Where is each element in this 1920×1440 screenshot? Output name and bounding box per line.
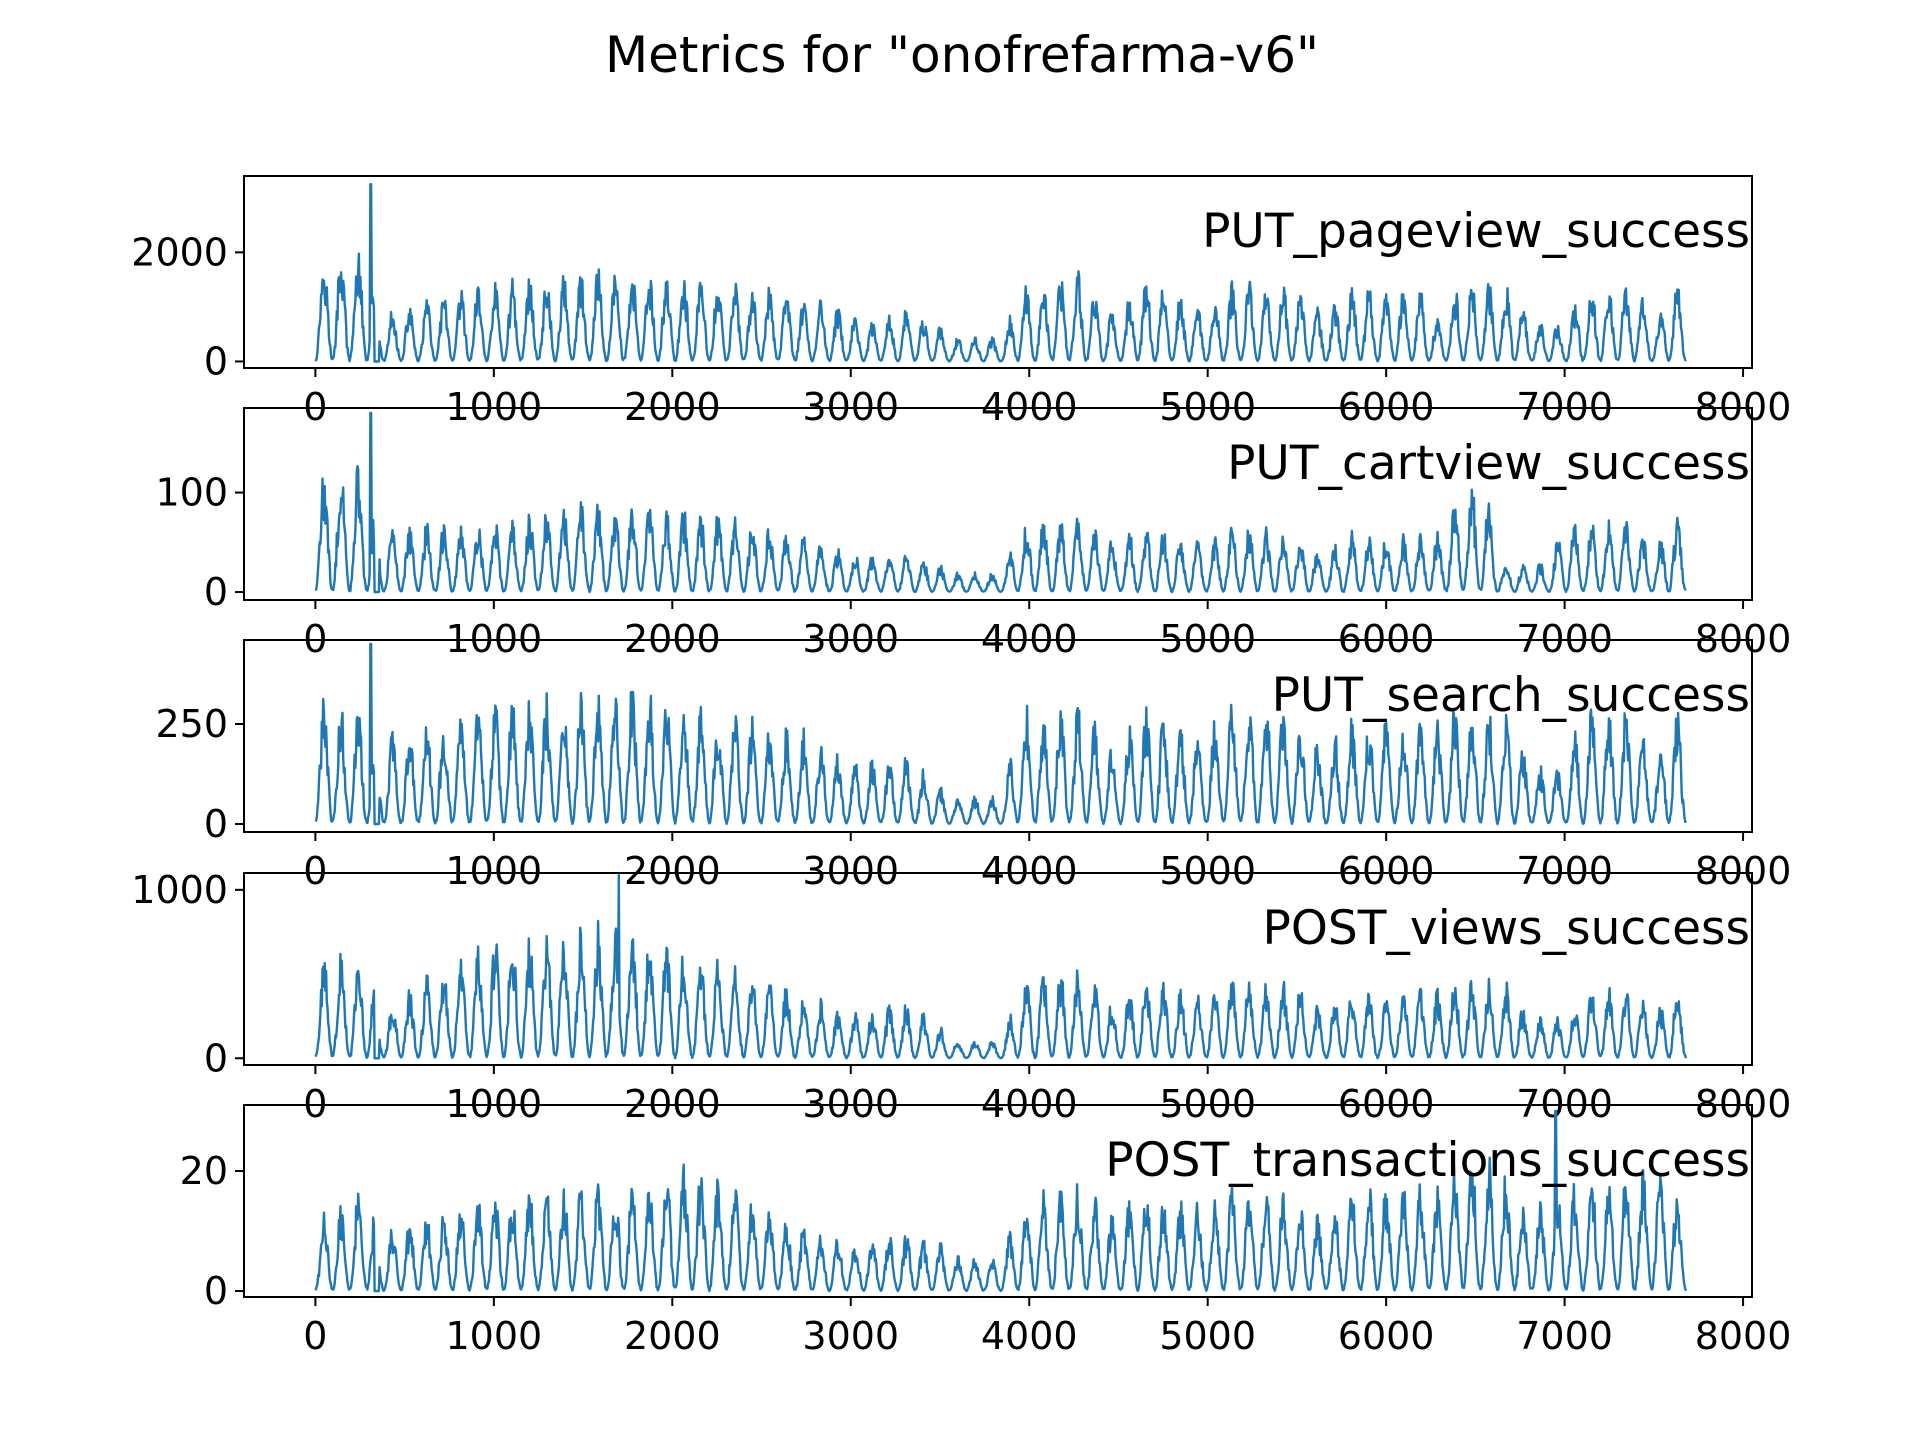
axes-frame [243, 872, 1753, 1066]
y-tick-label: 2000 [131, 230, 228, 274]
panel-3: 0 250 0 1000 2000 3000 4000 5000 6000 7000 8000 PUT… [155, 639, 1792, 893]
y-tick-label: 100 [155, 471, 228, 515]
panel-label: PUT_cartview_success [1227, 436, 1750, 491]
x-tick-label: 8000 [1695, 849, 1792, 893]
y-tick-label: 0 [204, 1269, 228, 1313]
x-tick-label: 4000 [981, 1314, 1078, 1358]
axes-frame [243, 1104, 1753, 1298]
series-line-PUT_search_success [314, 642, 1688, 826]
x-tick-label: 0 [303, 1314, 327, 1358]
panel-5: 0 20 0 1000 2000 3000 4000 5000 6000 7000 8000 POST… [180, 1104, 1792, 1358]
x-tick-label: 2000 [624, 1314, 721, 1358]
y-tick-label: 0 [204, 1036, 228, 1080]
panel-label: PUT_search_success [1272, 668, 1750, 723]
y-tick-label: 0 [204, 570, 228, 614]
x-tick-label: 3000 [802, 849, 899, 893]
x-tick-label: 8000 [1695, 1314, 1792, 1358]
axes-frame [243, 639, 1753, 833]
y-tick-label: 1000 [131, 868, 228, 912]
x-tick-label: 1000 [445, 849, 542, 893]
series-line-PUT_cartview_success [314, 411, 1687, 594]
series-line-POST_views_success [314, 873, 1688, 1060]
panel-label: POST_views_success [1263, 901, 1750, 956]
panel-label: PUT_pageview_success [1202, 204, 1750, 259]
series-line-PUT_pageview_success [314, 183, 1687, 363]
chart-title: Metrics for "onofrefarma-v6" [605, 26, 1319, 84]
y-tick-label: 0 [204, 339, 228, 383]
x-tick-label: 7000 [1516, 849, 1613, 893]
axes-frame [243, 175, 1753, 369]
x-tick-label: 6000 [1338, 1314, 1435, 1358]
x-tick-label: 6000 [1338, 849, 1435, 893]
y-tick-label: 0 [204, 802, 228, 846]
x-tick-label: 0 [303, 849, 327, 893]
x-tick-label: 5000 [1159, 849, 1256, 893]
x-tick-label: 7000 [1516, 1314, 1613, 1358]
x-tick-label: 5000 [1159, 1314, 1256, 1358]
series-line-POST_transactions_success [314, 1109, 1688, 1293]
x-tick-label: 4000 [981, 849, 1078, 893]
x-tick-label: 3000 [802, 1314, 899, 1358]
axes-frame [243, 407, 1753, 601]
y-tick-label: 250 [155, 702, 228, 746]
x-tick-label: 1000 [445, 1314, 542, 1358]
y-tick-label: 20 [180, 1149, 228, 1193]
panel-label: POST_transactions_success [1105, 1133, 1750, 1188]
x-tick-label: 2000 [624, 849, 721, 893]
